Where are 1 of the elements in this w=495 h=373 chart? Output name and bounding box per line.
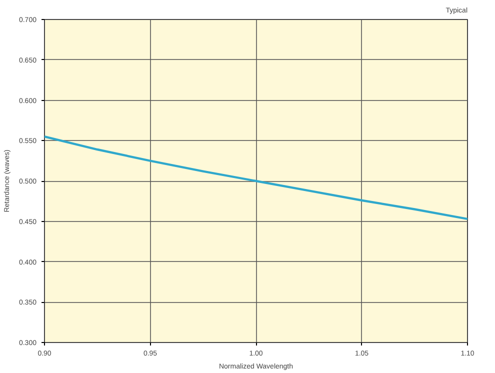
line-series — [44, 135, 468, 220]
